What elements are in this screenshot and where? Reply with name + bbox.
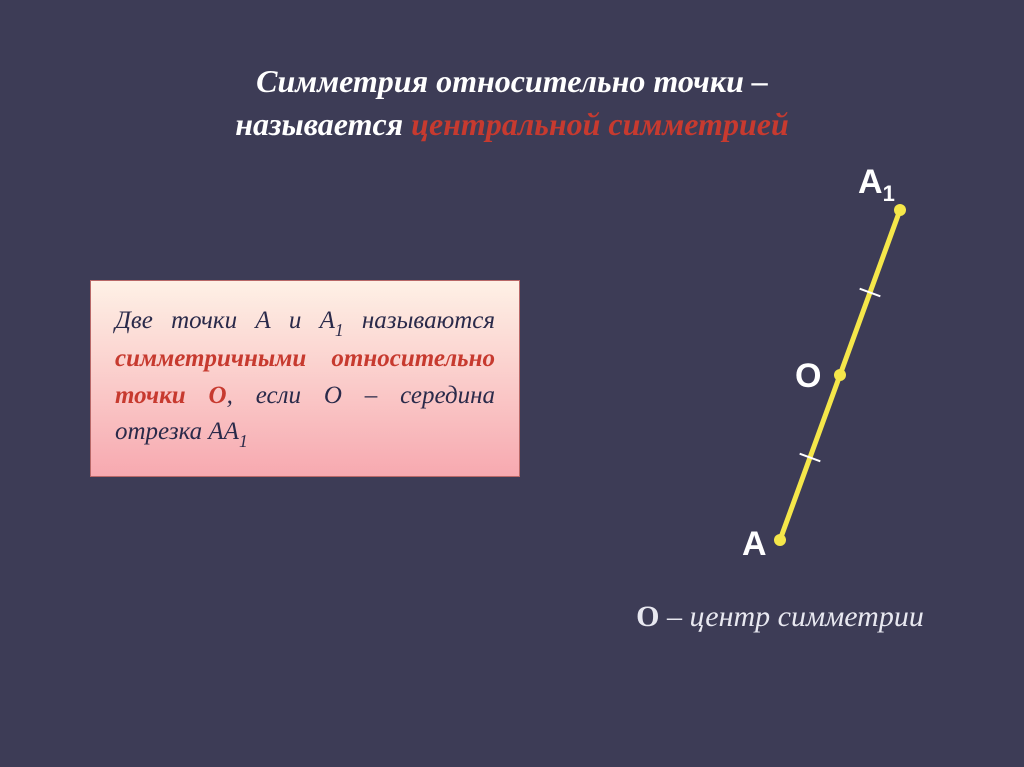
- svg-text:О: О: [795, 357, 821, 395]
- svg-text:А: А: [742, 525, 767, 563]
- caption-origin-letter: О: [636, 600, 659, 633]
- slide-root: Симметрия относительно точки – называетс…: [0, 0, 1024, 767]
- geometry-diagram: А О А1: [580, 155, 980, 585]
- title-line-1: Симметрия относительно точки –: [256, 63, 768, 99]
- diagram-svg: А О А1: [580, 155, 980, 585]
- caption-rest: – центр симметрии: [660, 600, 924, 633]
- definition-fragment: 1: [239, 431, 248, 451]
- definition-fragment: 1: [335, 320, 344, 340]
- title-line-2a: называется: [235, 106, 411, 142]
- definition-box: Две точки А и А1 называются симметричным…: [90, 280, 520, 477]
- definition-text: Две точки А и А1 называются симметричным…: [115, 303, 495, 452]
- definition-fragment: называются: [344, 307, 495, 334]
- diagram-caption: О – центр симметрии: [560, 600, 1000, 634]
- definition-fragment: Две точки А и А: [115, 307, 335, 334]
- svg-text:А1: А1: [858, 163, 895, 206]
- slide-title: Симметрия относительно точки – называетс…: [0, 60, 1024, 146]
- title-line-2b: центральной симметрией: [411, 106, 789, 142]
